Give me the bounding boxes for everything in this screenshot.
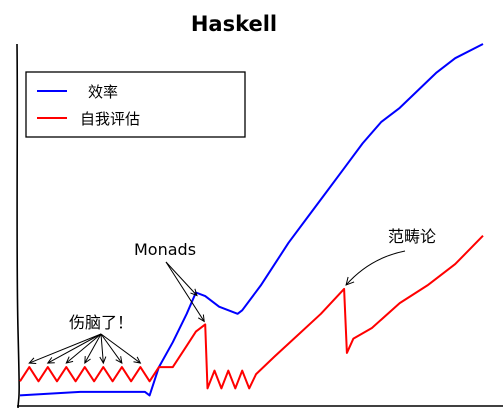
annotation-arrow-monads-1 [165,261,205,323]
annotation-arrow-brain-hurts-0 [28,333,102,365]
annotation-arrow-brain-hurts-1 [46,333,102,364]
x-axis [16,404,503,408]
annotation-arrow-category-theory [345,250,406,286]
legend-box [25,71,246,138]
annotation-arrow-brain-hurts-6 [100,333,142,364]
legend-label-efficiency: 效率 [88,83,118,101]
annotation-text-monads: Monads [134,240,196,259]
y-axis [16,43,20,408]
annotation-layer [28,250,406,365]
annotation-arrow-brain-hurts-3 [84,333,102,365]
legend: 效率 自我评估 [25,71,246,138]
legend-label-self-assessment: 自我评估 [80,110,140,128]
annotation-arrow-brain-hurts-5 [100,333,123,364]
series-layer [19,43,484,397]
series-line-1 [19,235,484,390]
annotation-arrow-brain-hurts-4 [99,333,107,365]
annotation-text-category-theory: 范畴论 [388,227,436,246]
annotation-arrow-monads-0 [165,261,198,297]
annotation-arrow-brain-hurts-2 [65,333,102,364]
annotation-text-brain-hurts: 伤脑了！ [69,313,133,332]
chart-title: Haskell [191,12,277,36]
